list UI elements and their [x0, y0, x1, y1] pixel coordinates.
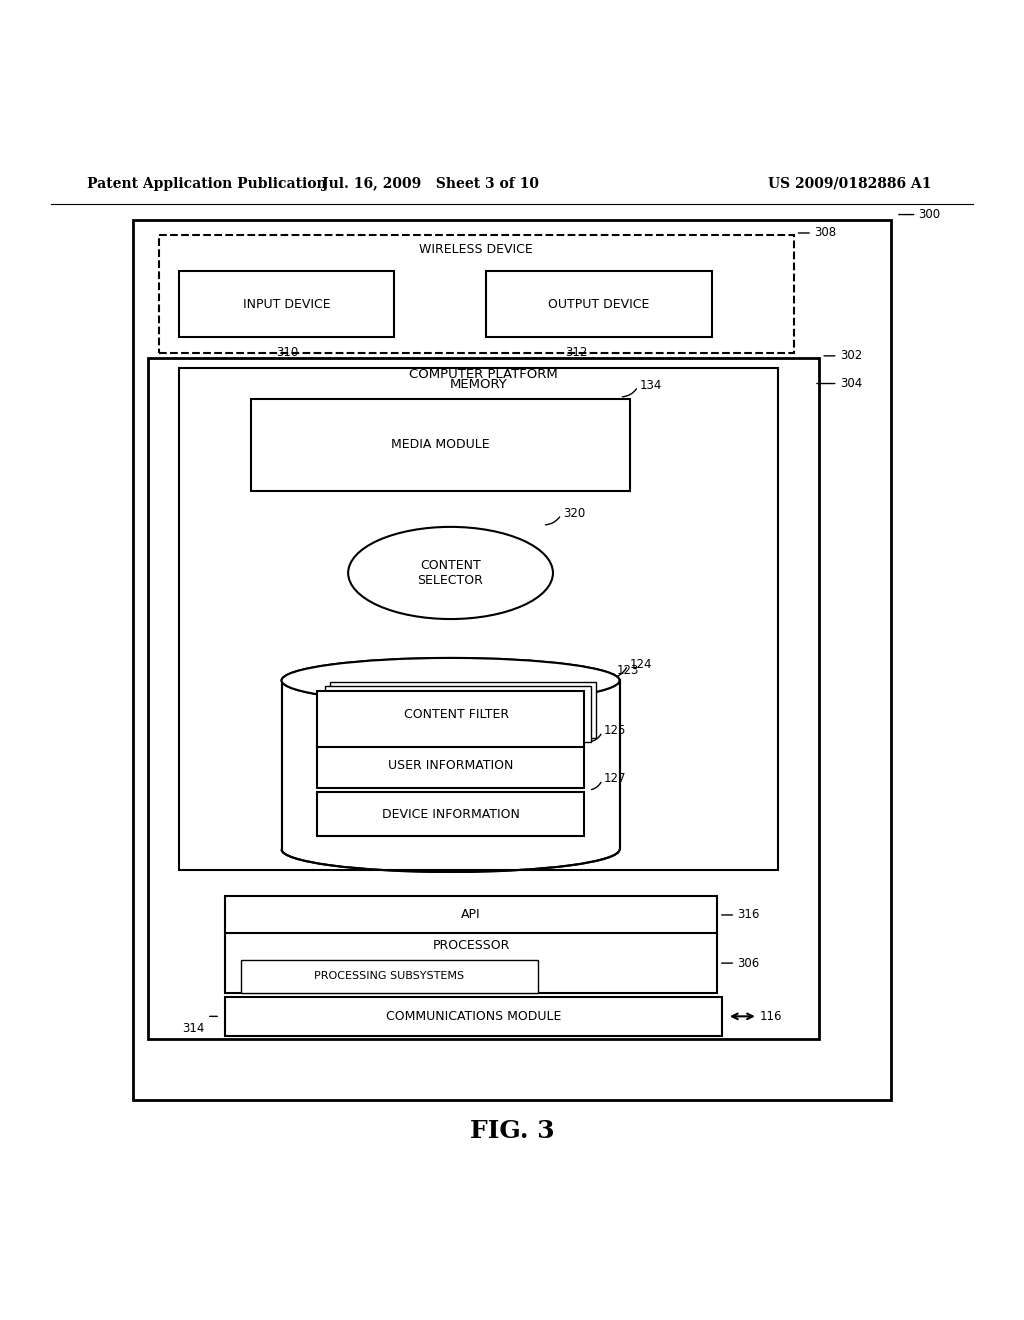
- Text: CONTENT
SELECTOR: CONTENT SELECTOR: [418, 558, 483, 587]
- FancyBboxPatch shape: [159, 235, 794, 352]
- Text: 302: 302: [840, 350, 862, 363]
- Ellipse shape: [348, 527, 553, 619]
- Text: COMMUNICATIONS MODULE: COMMUNICATIONS MODULE: [386, 1010, 561, 1023]
- Text: 134: 134: [640, 379, 663, 392]
- Text: 310: 310: [275, 346, 298, 359]
- Text: Jul. 16, 2009   Sheet 3 of 10: Jul. 16, 2009 Sheet 3 of 10: [322, 177, 539, 191]
- Text: COMPUTER PLATFORM: COMPUTER PLATFORM: [410, 368, 558, 381]
- Text: FIG. 3: FIG. 3: [470, 1119, 554, 1143]
- FancyBboxPatch shape: [241, 960, 538, 993]
- Text: 124: 124: [630, 657, 652, 671]
- Text: Patent Application Publication: Patent Application Publication: [87, 177, 327, 191]
- Text: API: API: [461, 908, 481, 921]
- FancyBboxPatch shape: [225, 895, 717, 935]
- Text: 304: 304: [840, 378, 862, 389]
- Text: PROCESSOR: PROCESSOR: [432, 939, 510, 952]
- Text: 116: 116: [760, 1010, 782, 1023]
- Text: 318: 318: [548, 940, 570, 953]
- Text: CONTENT FILTER: CONTENT FILTER: [404, 709, 509, 721]
- FancyBboxPatch shape: [251, 399, 630, 491]
- Text: WIRELESS DEVICE: WIRELESS DEVICE: [419, 243, 534, 256]
- Text: 312: 312: [565, 346, 588, 359]
- FancyBboxPatch shape: [179, 368, 778, 870]
- Text: OUTPUT DEVICE: OUTPUT DEVICE: [549, 298, 649, 310]
- FancyBboxPatch shape: [225, 997, 722, 1036]
- Text: USER INFORMATION: USER INFORMATION: [388, 759, 513, 772]
- Text: 320: 320: [563, 507, 586, 520]
- FancyBboxPatch shape: [317, 690, 584, 747]
- FancyBboxPatch shape: [325, 685, 591, 742]
- FancyBboxPatch shape: [317, 744, 584, 788]
- Text: US 2009/0182886 A1: US 2009/0182886 A1: [768, 177, 932, 191]
- Text: 127: 127: [604, 772, 627, 785]
- Text: INPUT DEVICE: INPUT DEVICE: [243, 298, 331, 310]
- Text: 306: 306: [737, 957, 760, 970]
- Text: 314: 314: [182, 1022, 205, 1035]
- FancyBboxPatch shape: [486, 271, 712, 338]
- Ellipse shape: [282, 657, 620, 704]
- Text: DEVICE INFORMATION: DEVICE INFORMATION: [382, 808, 519, 821]
- Text: 125: 125: [604, 725, 627, 737]
- FancyBboxPatch shape: [179, 271, 394, 338]
- Text: 300: 300: [919, 209, 941, 220]
- FancyBboxPatch shape: [317, 792, 584, 836]
- Text: 316: 316: [737, 908, 760, 921]
- Text: MEDIA MODULE: MEDIA MODULE: [391, 438, 489, 451]
- FancyBboxPatch shape: [133, 219, 891, 1101]
- Polygon shape: [282, 681, 620, 850]
- Text: 308: 308: [814, 227, 837, 239]
- FancyBboxPatch shape: [330, 682, 596, 738]
- Ellipse shape: [282, 657, 620, 704]
- FancyBboxPatch shape: [148, 358, 819, 1039]
- Text: 123: 123: [616, 664, 639, 677]
- Text: PROCESSING SUBSYSTEMS: PROCESSING SUBSYSTEMS: [314, 972, 464, 981]
- Text: MEMORY: MEMORY: [450, 379, 508, 392]
- FancyBboxPatch shape: [225, 933, 717, 993]
